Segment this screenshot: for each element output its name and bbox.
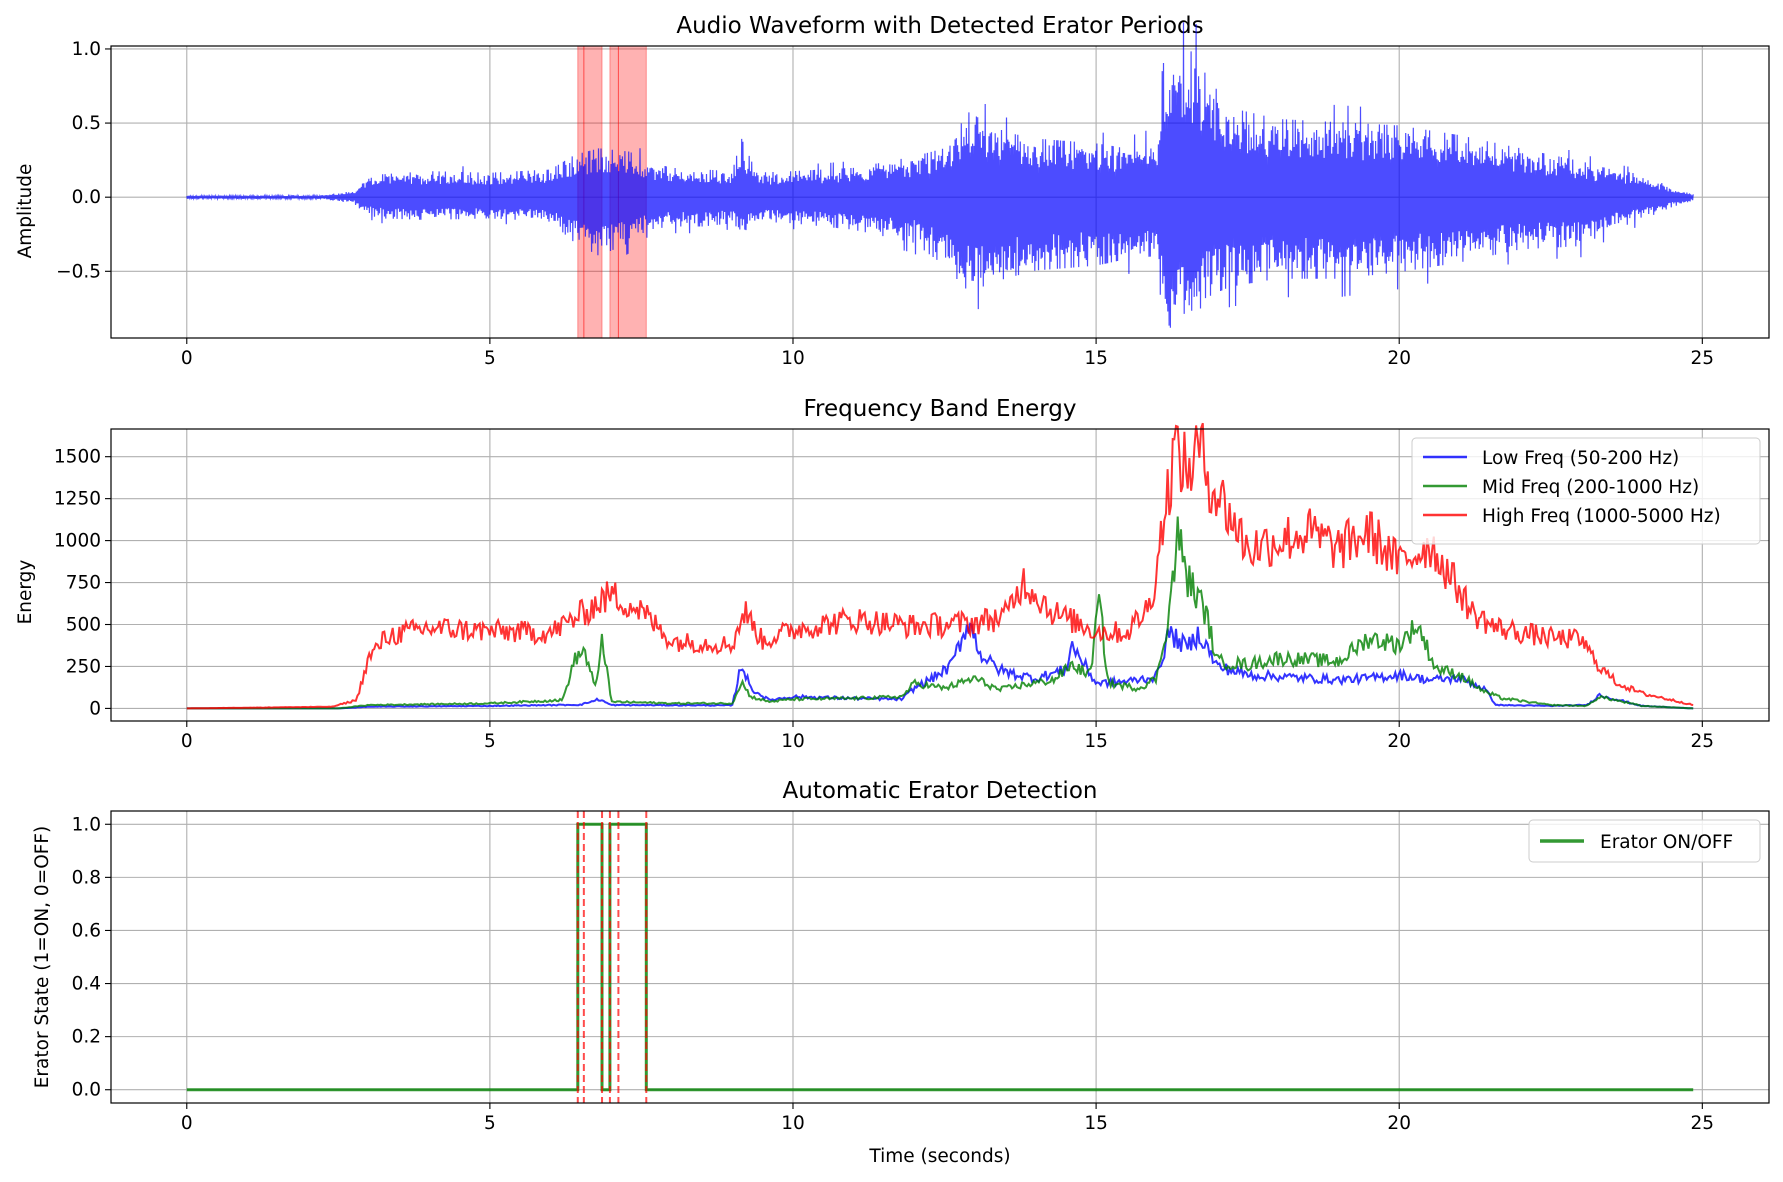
x-tick-label: 20 — [1387, 348, 1411, 369]
detection-ylabel: Erator State (1=ON, 0=OFF) — [32, 826, 53, 1089]
detection-panel: Automatic Erator Detection Erator State … — [32, 778, 1770, 1167]
waveform-axes-frame — [110, 45, 1770, 339]
y-tick-label: 1.0 — [72, 39, 101, 60]
x-tick-label: 0 — [181, 1113, 193, 1134]
legend-label-erator: Erator ON/OFF — [1600, 832, 1733, 853]
y-tick-label: 250 — [66, 656, 101, 677]
waveform-ticks: 0 5 10 15 20 25 −0.5 0.0 0.5 1.0 — [56, 39, 1714, 369]
y-tick-label: −0.5 — [56, 261, 101, 282]
x-tick-label: 25 — [1691, 1113, 1715, 1134]
x-tick-label: 20 — [1387, 1113, 1411, 1134]
x-tick-label: 0 — [181, 731, 193, 752]
x-tick-label: 10 — [781, 348, 805, 369]
waveform-line — [186, 22, 1694, 328]
y-tick-label: 750 — [66, 573, 101, 594]
y-tick-label: 0.4 — [72, 974, 101, 995]
x-tick-label: 20 — [1387, 731, 1411, 752]
detection-legend-box — [1528, 819, 1761, 863]
energy-axes-frame — [110, 428, 1770, 722]
y-tick-label: 0.0 — [72, 1080, 101, 1101]
detection-event-markers — [576, 811, 648, 1103]
y-tick-label: 1000 — [54, 531, 101, 552]
y-tick-label: 1.0 — [72, 814, 101, 835]
waveform-data — [186, 22, 1694, 328]
legend-label-high: High Freq (1000-5000 Hz) — [1482, 506, 1721, 527]
waveform-panel: Audio Waveform with Detected Erator Peri… — [15, 13, 1770, 369]
energy-series-line-0 — [186, 622, 1694, 710]
x-tick-label: 5 — [484, 731, 496, 752]
x-tick-label: 0 — [181, 348, 193, 369]
x-tick-label: 10 — [781, 1113, 805, 1134]
detection-legend: Erator ON/OFF — [1528, 819, 1761, 863]
y-tick-label: 1500 — [54, 447, 101, 468]
y-tick-label: 0.2 — [72, 1027, 101, 1048]
energy-ylabel: Energy — [15, 560, 36, 625]
energy-legend-box — [1411, 437, 1761, 545]
energy-data — [186, 422, 1694, 710]
y-tick-label: 1250 — [54, 489, 101, 510]
y-tick-label: 0 — [89, 698, 101, 719]
x-tick-label: 25 — [1691, 731, 1715, 752]
detection-title: Automatic Erator Detection — [783, 778, 1098, 804]
x-tick-label: 15 — [1084, 731, 1108, 752]
energy-panel: Frequency Band Energy Energy 0 5 10 15 20 250… — [15, 396, 1770, 752]
x-tick-label: 15 — [1084, 348, 1108, 369]
y-tick-label: 0.6 — [72, 920, 101, 941]
x-tick-label: 5 — [484, 1113, 496, 1134]
x-tick-label: 5 — [484, 348, 496, 369]
y-tick-label: 0.0 — [72, 187, 101, 208]
y-tick-label: 500 — [66, 615, 101, 636]
energy-title: Frequency Band Energy — [803, 396, 1076, 422]
detection-axes-frame — [110, 810, 1770, 1104]
y-tick-label: 0.5 — [72, 113, 101, 134]
x-tick-label: 15 — [1084, 1113, 1108, 1134]
energy-legend: Low Freq (50-200 Hz) Mid Freq (200-1000 … — [1411, 437, 1761, 545]
waveform-ylabel: Amplitude — [15, 164, 36, 259]
detection-ticks: 0 5 10 15 20 25 0.0 0.2 0.4 0.6 0.8 1.0 — [72, 814, 1715, 1134]
legend-label-low: Low Freq (50-200 Hz) — [1482, 448, 1679, 469]
y-tick-label: 0.8 — [72, 867, 101, 888]
energy-series-line-1 — [186, 516, 1694, 710]
legend-label-mid: Mid Freq (200-1000 Hz) — [1482, 477, 1699, 498]
energy-series-line-2 — [186, 422, 1694, 710]
x-tick-label: 25 — [1691, 348, 1715, 369]
waveform-title: Audio Waveform with Detected Erator Peri… — [676, 13, 1203, 39]
detection-xlabel: Time (seconds) — [868, 1146, 1010, 1167]
x-tick-label: 10 — [781, 731, 805, 752]
